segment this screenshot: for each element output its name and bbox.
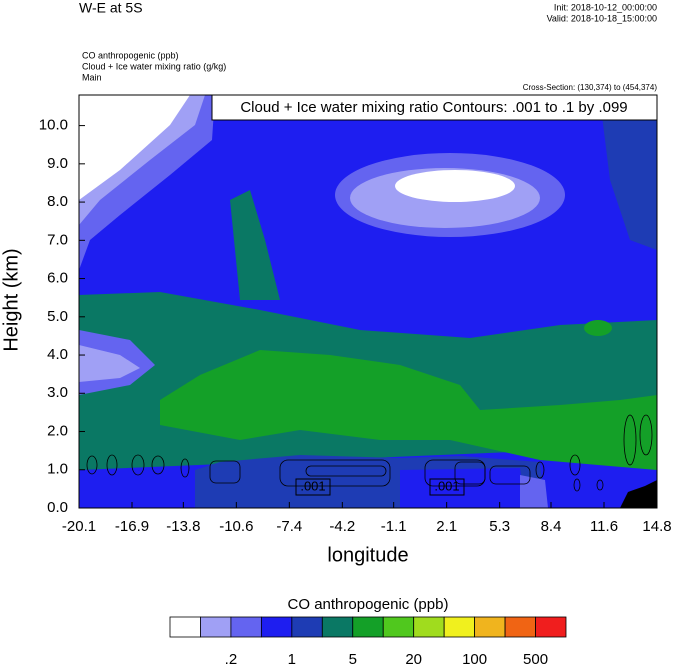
colorbar-box: [382, 616, 415, 638]
x-tick-label: -1.1: [381, 518, 407, 535]
contour-info: Cloud + Ice water mixing ratio Contours:…: [240, 99, 627, 116]
colorbar-box: [291, 616, 323, 638]
x-tick-label: -13.8: [166, 518, 200, 535]
colorbar-box: [321, 616, 354, 638]
contour-lines: [86, 414, 653, 492]
contour-fill: [79, 95, 657, 508]
y-tick-label: 8.0: [47, 193, 68, 210]
colorbar-box: [200, 616, 232, 638]
colorbar-box: [169, 616, 201, 638]
cross-section: Cross-Section: (130,374) to (454,374): [523, 83, 658, 92]
colorbar-box: [504, 616, 536, 638]
colorbar-title: CO anthropogenic (ppb): [288, 596, 449, 613]
y-tick-label: 6.0: [47, 270, 68, 287]
y-tick-label: 7.0: [47, 231, 68, 248]
colorbar-box: [352, 616, 384, 638]
x-tick-label: -16.9: [115, 518, 149, 535]
x-tick-label: -4.2: [329, 518, 355, 535]
colorbar-box: [260, 616, 293, 638]
y-tick-label: 3.0: [47, 384, 68, 401]
contour-label: .001: [300, 478, 325, 493]
x-axis-label: longitude: [327, 544, 408, 566]
x-tick-label: 8.4: [541, 518, 562, 535]
contour-label: .001: [434, 478, 459, 493]
y-tick-label: 5.0: [47, 308, 68, 325]
field-label: Main: [82, 72, 102, 82]
colorbar-label: 5: [349, 651, 357, 667]
colorbar-box: [474, 616, 506, 638]
init-time: Init: 2018-10-12_00:00:00: [554, 2, 657, 12]
field-label: CO anthropogenic (ppb): [82, 50, 179, 60]
y-tick-label: 2.0: [47, 422, 68, 439]
colorbar-box: [413, 616, 445, 638]
y-axis-label: Height (km): [0, 248, 22, 351]
colorbar-label: .2: [225, 651, 238, 667]
x-tick-label: -20.1: [62, 518, 96, 535]
x-tick-label: -7.4: [276, 518, 302, 535]
colorbar-label: 1: [288, 651, 296, 667]
y-tick-label: 4.0: [47, 346, 68, 363]
x-tick-label: 5.3: [489, 518, 510, 535]
colorbar-label: 100: [462, 651, 487, 667]
x-tick-label: 14.8: [642, 518, 671, 535]
x-tick-label: 11.6: [590, 518, 618, 535]
contour-label-box: [429, 478, 465, 496]
x-tick-label: -10.6: [219, 518, 253, 535]
contour-label-box: [295, 478, 331, 496]
y-tick-label: 0.0: [47, 499, 68, 516]
colorbar-box: [230, 616, 262, 638]
y-tick-label: 9.0: [47, 155, 68, 172]
title: W-E at 5S: [79, 0, 143, 16]
colorbar-label: 500: [523, 651, 548, 667]
colorbar-box: [535, 616, 567, 638]
y-tick-label: 10.0: [39, 117, 68, 134]
valid-time: Valid: 2018-10-18_15:00:00: [547, 13, 657, 23]
colorbar-label: 20: [405, 651, 422, 667]
field-label: Cloud + Ice water mixing ratio (g/kg): [82, 61, 226, 71]
x-tick-label: 2.1: [436, 518, 457, 535]
colorbar-box: [443, 616, 476, 638]
y-tick-label: 1.0: [47, 461, 68, 478]
info-box: [211, 94, 658, 121]
